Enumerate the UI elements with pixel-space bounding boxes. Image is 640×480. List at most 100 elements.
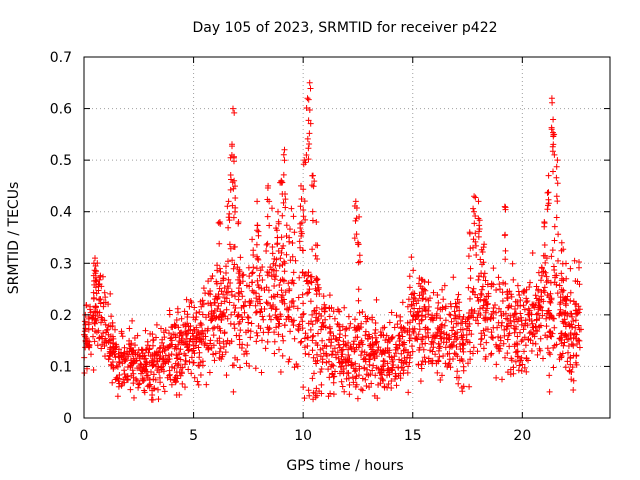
data-point	[568, 369, 575, 375]
data-point	[229, 257, 236, 264]
data-point	[541, 242, 548, 248]
data-point	[336, 308, 342, 315]
data-point	[404, 303, 411, 310]
data-point	[96, 281, 103, 288]
data-point	[562, 300, 569, 307]
data-point	[203, 381, 210, 388]
data-point	[359, 309, 366, 315]
data-point	[571, 257, 578, 264]
data-point	[301, 198, 308, 205]
data-point	[569, 313, 575, 320]
data-point	[219, 312, 226, 319]
data-point	[380, 358, 387, 365]
data-point	[303, 152, 310, 158]
data-point	[550, 131, 557, 138]
data-point	[299, 291, 306, 298]
data-point	[141, 376, 148, 383]
data-point	[227, 245, 234, 252]
data-point	[166, 372, 173, 379]
data-point	[356, 363, 363, 370]
data-point	[168, 324, 175, 331]
data-point	[261, 287, 268, 293]
data-point	[209, 273, 216, 279]
data-point	[567, 297, 574, 304]
data-point	[467, 275, 474, 282]
data-point	[157, 344, 164, 351]
data-point	[375, 344, 382, 351]
data-point	[484, 281, 491, 288]
data-point	[102, 335, 109, 342]
data-point	[488, 350, 495, 357]
data-point	[463, 336, 470, 343]
data-point	[301, 395, 308, 402]
data-point	[164, 356, 171, 363]
data-point	[326, 313, 333, 320]
data-point	[211, 357, 218, 364]
data-point	[432, 351, 439, 358]
data-point	[228, 292, 235, 298]
data-point	[232, 183, 238, 190]
data-point	[245, 319, 252, 326]
data-point	[248, 320, 255, 327]
data-point	[285, 314, 292, 321]
data-point	[159, 348, 166, 355]
data-point	[567, 355, 574, 362]
data-point	[182, 321, 189, 328]
data-point	[541, 284, 548, 291]
data-point	[314, 281, 321, 288]
data-point	[527, 279, 533, 286]
data-point	[289, 298, 295, 305]
data-point	[92, 304, 99, 311]
data-point	[524, 298, 531, 304]
data-point	[148, 359, 155, 366]
data-point	[379, 376, 386, 383]
data-point	[543, 315, 550, 322]
data-point	[388, 334, 395, 341]
data-point	[268, 316, 274, 323]
data-point	[290, 213, 297, 220]
data-point	[309, 347, 316, 354]
data-point	[548, 124, 555, 131]
data-point	[493, 341, 499, 348]
data-point	[263, 241, 270, 248]
data-point	[335, 337, 341, 344]
data-point	[401, 341, 408, 348]
data-point	[357, 258, 363, 265]
data-point	[459, 320, 466, 327]
data-point	[576, 264, 582, 271]
data-point	[121, 367, 128, 374]
data-point	[562, 364, 569, 371]
data-point	[271, 276, 278, 283]
data-point	[201, 342, 208, 348]
axis-ticks	[83, 56, 610, 419]
y-axis-label: SRMTID / TECUs	[6, 182, 22, 295]
data-point	[434, 369, 441, 376]
data-point	[408, 301, 415, 308]
data-point	[305, 269, 312, 276]
data-point	[351, 368, 358, 375]
data-point	[570, 298, 577, 305]
data-point	[272, 262, 279, 269]
data-point	[327, 328, 334, 335]
data-point	[200, 301, 207, 308]
data-point	[195, 362, 202, 369]
data-point	[551, 151, 558, 158]
data-point	[309, 333, 316, 340]
data-point	[301, 344, 308, 351]
data-point	[558, 247, 565, 254]
data-point	[108, 362, 115, 369]
data-point	[135, 381, 142, 388]
data-point	[309, 217, 316, 224]
data-point	[226, 299, 233, 306]
data-point	[289, 318, 296, 325]
data-point	[231, 158, 237, 165]
data-point	[136, 380, 143, 387]
data-point	[567, 289, 574, 296]
data-point	[246, 273, 253, 280]
data-point	[212, 315, 219, 322]
data-point	[550, 116, 557, 123]
data-point	[416, 326, 423, 333]
data-point	[393, 382, 400, 389]
data-point	[506, 343, 513, 350]
